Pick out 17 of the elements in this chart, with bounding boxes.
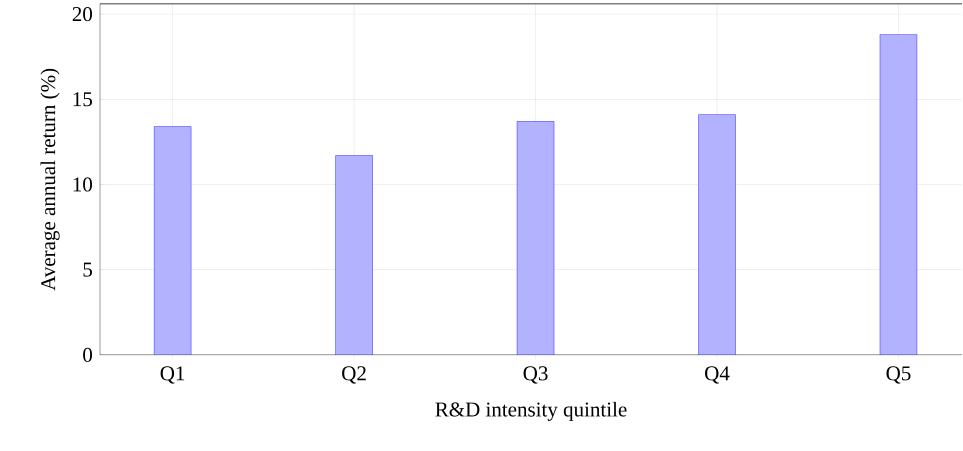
- x-tick-label: Q4: [705, 366, 730, 384]
- x-axis-title: R&D intensity quintile: [435, 402, 627, 421]
- y-tick-label: 5: [84, 262, 92, 277]
- y-tick-label: 20: [72, 7, 92, 22]
- bar: [335, 155, 373, 355]
- x-tick-label: Q3: [524, 366, 548, 384]
- x-tick-label: Q5: [886, 366, 910, 384]
- y-tick-label: 10: [74, 177, 92, 192]
- x-tick-label: Q1: [160, 366, 184, 384]
- y-tick-label: 0: [83, 348, 92, 362]
- bar: [880, 34, 918, 355]
- bar: [154, 126, 192, 355]
- bar: [516, 121, 554, 355]
- y-tick-label: 15: [74, 92, 92, 106]
- bar: [698, 114, 736, 355]
- y-axis-title: Average annual return (%): [40, 68, 60, 291]
- x-tick-label: Q2: [342, 366, 366, 384]
